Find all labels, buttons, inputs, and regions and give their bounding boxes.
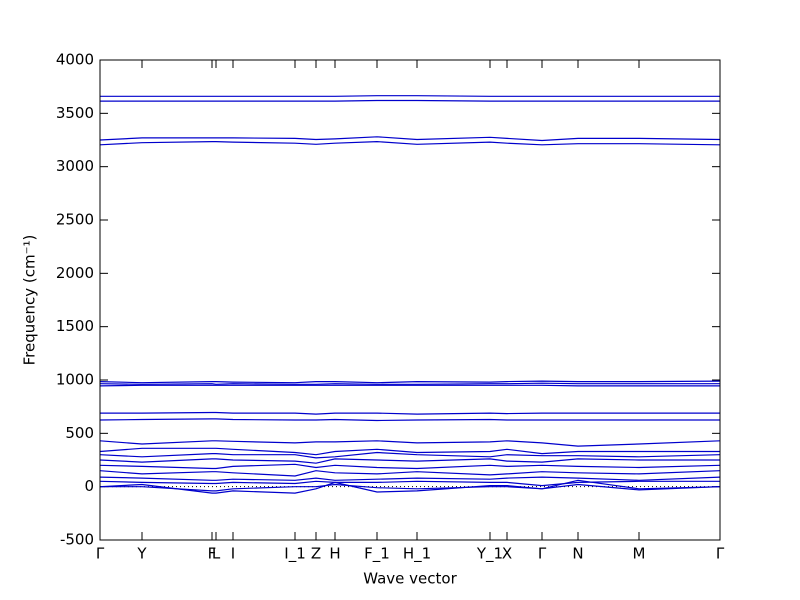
band	[99, 451, 721, 459]
x-tick-label: Γ	[538, 545, 547, 563]
x-tick-label: Γ	[716, 545, 725, 563]
band	[99, 418, 720, 422]
y-tick-label: 500	[65, 424, 94, 442]
x-tick-label: F_1	[364, 545, 390, 564]
x-tick-label: H_1	[403, 545, 431, 564]
band	[99, 476, 721, 481]
band	[99, 440, 721, 447]
band	[99, 480, 720, 487]
x-tick-label: Γ	[96, 545, 105, 563]
y-axis-label: Frequency (cm⁻¹)	[21, 235, 39, 366]
x-tick-label: I_1	[284, 545, 305, 564]
y-tick-label: 3000	[56, 157, 94, 175]
y-tick-label: 4000	[56, 51, 94, 69]
y-tick-label: 0	[84, 477, 94, 495]
y-tick-label: -500	[60, 531, 94, 549]
x-tick-label: Y	[136, 545, 147, 563]
band	[99, 463, 721, 470]
y-tick-label: 2000	[56, 264, 94, 282]
band	[99, 470, 721, 477]
x-tick-label: H	[329, 545, 340, 563]
x-tick-label: I	[231, 545, 235, 563]
x-axis-label: Wave vector	[363, 570, 457, 588]
x-tick-label: F	[208, 545, 217, 563]
band	[99, 458, 720, 464]
band	[99, 136, 721, 142]
band	[99, 380, 721, 384]
x-tick-label: M	[633, 545, 646, 563]
plot-frame	[99, 59, 721, 541]
x-tick-label: L	[212, 545, 221, 563]
band	[100, 483, 721, 492]
band	[100, 411, 720, 415]
band	[99, 384, 720, 387]
y-tick-label: 1000	[56, 371, 94, 389]
band	[99, 140, 721, 146]
y-tick-label: 3500	[56, 104, 94, 122]
band	[99, 447, 720, 456]
x-tick-label: Z	[311, 545, 321, 563]
y-tick-label: 1500	[56, 317, 94, 335]
band	[99, 479, 721, 494]
x-tick-label: X	[502, 545, 512, 563]
y-tick-label: 2500	[56, 211, 94, 229]
x-tick-label: N	[572, 545, 583, 563]
band	[99, 382, 720, 385]
x-tick-label: Y_1	[476, 545, 503, 564]
band	[100, 95, 720, 97]
band	[100, 99, 720, 102]
